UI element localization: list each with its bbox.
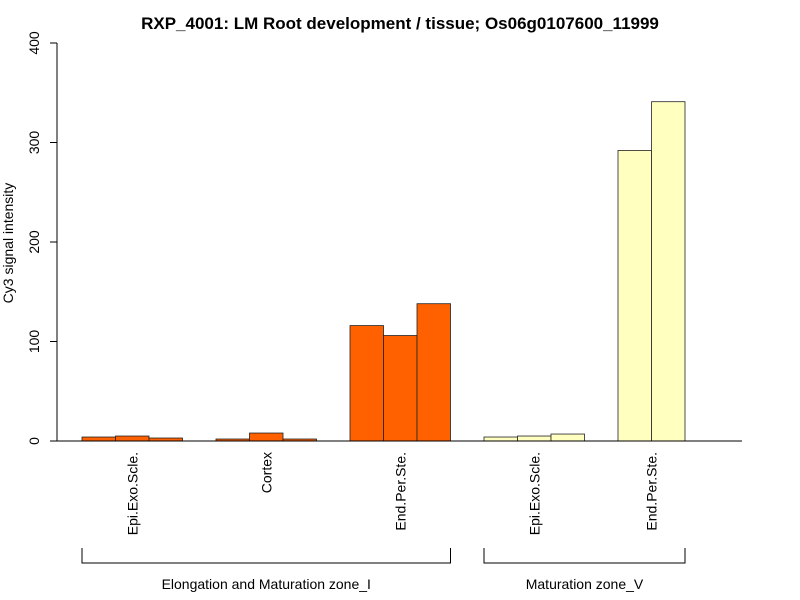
y-axis: 0 100 200 300 400 <box>26 31 58 445</box>
y-tick-label: 300 <box>26 131 42 155</box>
category-label: End.Per.Ste. <box>392 452 408 531</box>
bar <box>416 303 451 442</box>
y-axis-label: Cy3 signal intensity <box>0 183 16 304</box>
group-brackets: Elongation and Maturation zone_I Maturati… <box>81 548 686 592</box>
y-tick-label: 400 <box>26 31 42 55</box>
bar <box>617 150 652 442</box>
bars <box>81 101 686 442</box>
y-tick-label: 200 <box>26 230 42 254</box>
chart-title: RXP_4001: LM Root development / tissue; … <box>141 14 659 33</box>
bar <box>383 335 418 442</box>
category-label: Cortex <box>258 452 274 493</box>
group-bracket <box>483 548 686 564</box>
bar <box>349 325 384 442</box>
bar <box>249 432 284 442</box>
category-label: Epi.Exo.Scle. <box>526 452 542 535</box>
bar <box>115 435 150 442</box>
bar <box>81 436 116 442</box>
bar <box>550 433 585 442</box>
bar <box>651 101 686 442</box>
y-tick-label: 100 <box>26 330 42 354</box>
group-label: Maturation zone_V <box>526 576 644 592</box>
category-label: End.Per.Ste. <box>644 452 660 531</box>
group-bracket <box>81 548 451 564</box>
bar <box>483 436 518 442</box>
category-label: Epi.Exo.Scle. <box>124 452 140 535</box>
category-labels: Epi.Exo.Scle. Cortex End.Per.Ste. Epi.Exo.S… <box>124 452 659 535</box>
group-label: Elongation and Maturation zone_I <box>162 576 371 592</box>
y-tick-label: 0 <box>26 437 42 445</box>
bar <box>517 435 552 442</box>
